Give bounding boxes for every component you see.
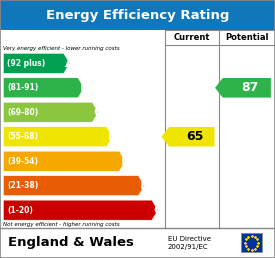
- Text: 87: 87: [241, 81, 258, 94]
- Text: Not energy efficient - higher running costs: Not energy efficient - higher running co…: [3, 222, 120, 227]
- Text: Very energy efficient - lower running costs: Very energy efficient - lower running co…: [3, 46, 120, 51]
- Polygon shape: [3, 176, 144, 196]
- Polygon shape: [3, 127, 113, 147]
- Text: Energy Efficiency Rating: Energy Efficiency Rating: [46, 9, 229, 22]
- Polygon shape: [3, 151, 125, 171]
- Bar: [241, 233, 262, 252]
- Polygon shape: [3, 78, 84, 98]
- Polygon shape: [3, 53, 70, 73]
- Text: G: G: [153, 204, 164, 217]
- Polygon shape: [3, 102, 98, 122]
- Text: England & Wales: England & Wales: [8, 236, 134, 249]
- Text: (21-38): (21-38): [7, 181, 39, 190]
- Text: (1-20): (1-20): [7, 206, 33, 215]
- Text: Potential: Potential: [225, 34, 269, 42]
- Text: B: B: [79, 81, 89, 94]
- Text: EU Directive
2002/91/EC: EU Directive 2002/91/EC: [168, 236, 211, 250]
- Text: C: C: [94, 106, 103, 119]
- Text: (69-80): (69-80): [7, 108, 39, 117]
- Polygon shape: [215, 78, 271, 98]
- Polygon shape: [161, 127, 214, 147]
- Text: A: A: [65, 57, 75, 70]
- Text: F: F: [140, 179, 149, 192]
- Text: (55-68): (55-68): [7, 132, 39, 141]
- Text: (39-54): (39-54): [7, 157, 39, 166]
- Polygon shape: [3, 200, 158, 220]
- Text: (81-91): (81-91): [7, 83, 39, 92]
- Text: E: E: [121, 155, 130, 168]
- Text: Current: Current: [174, 34, 210, 42]
- Text: (92 plus): (92 plus): [7, 59, 46, 68]
- Text: 65: 65: [186, 130, 203, 143]
- Text: D: D: [108, 130, 119, 143]
- Bar: [0, 0, 275, 30]
